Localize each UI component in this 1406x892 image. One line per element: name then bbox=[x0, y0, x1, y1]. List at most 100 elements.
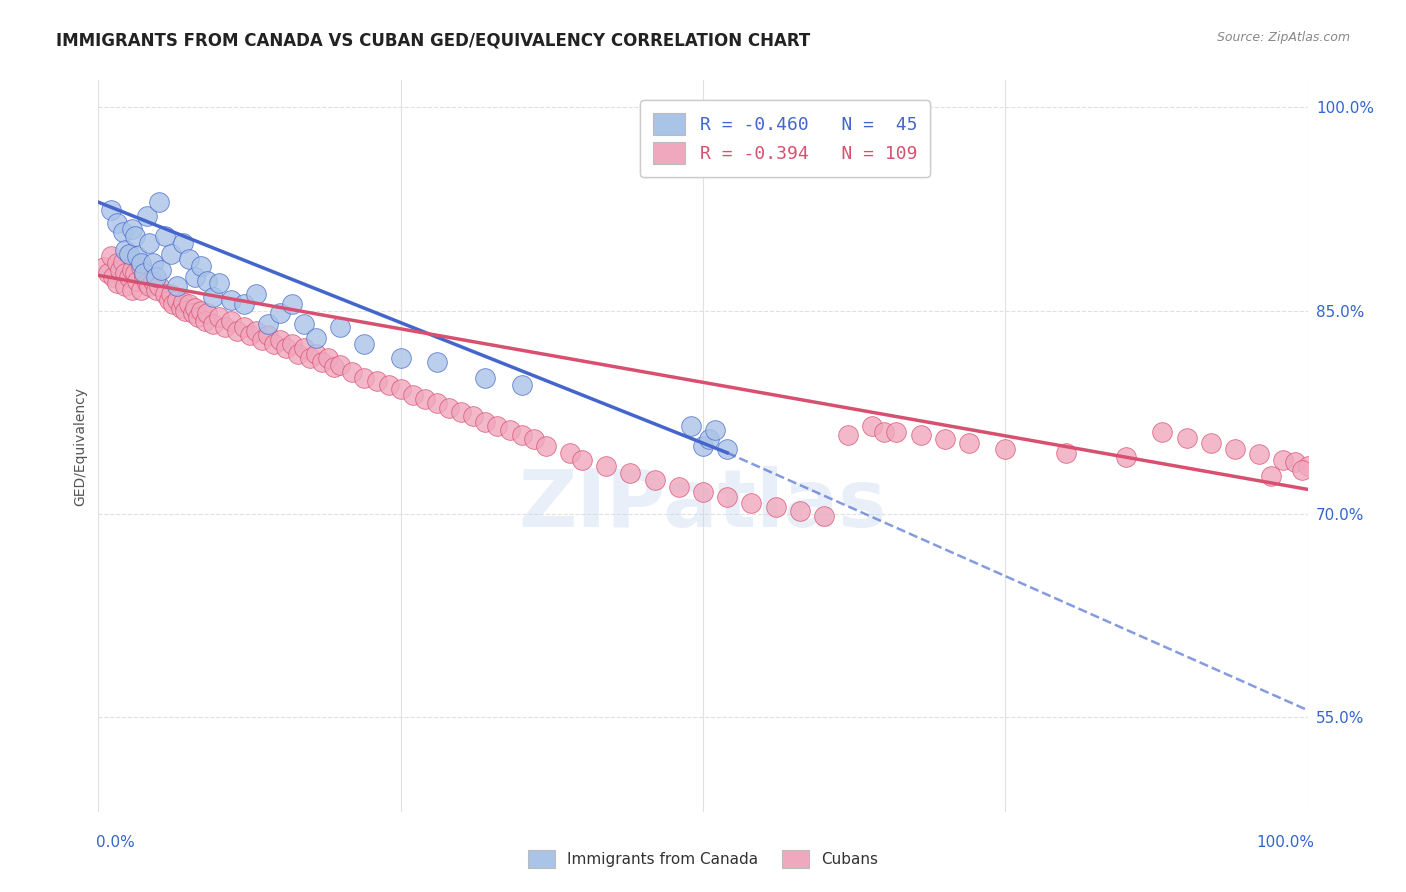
Point bbox=[118, 246, 141, 260]
Point bbox=[523, 432, 546, 446]
Point bbox=[1223, 442, 1246, 456]
Point bbox=[311, 355, 333, 369]
Point bbox=[145, 283, 167, 297]
Point bbox=[148, 279, 170, 293]
Point bbox=[202, 290, 225, 304]
Point bbox=[245, 287, 267, 301]
Point bbox=[172, 295, 194, 310]
Point bbox=[129, 260, 152, 275]
Point bbox=[389, 382, 412, 396]
Point bbox=[138, 235, 160, 250]
Point bbox=[498, 423, 520, 437]
Point bbox=[305, 331, 328, 345]
Point bbox=[305, 347, 328, 361]
Point bbox=[510, 378, 533, 392]
Point bbox=[190, 303, 212, 318]
Point bbox=[221, 314, 243, 328]
Point bbox=[174, 303, 197, 318]
Point bbox=[450, 405, 472, 419]
Point bbox=[1175, 431, 1198, 445]
Point bbox=[172, 235, 194, 250]
Point bbox=[195, 274, 218, 288]
Point bbox=[994, 442, 1017, 456]
Point bbox=[281, 297, 304, 311]
Point bbox=[765, 500, 787, 514]
Point bbox=[389, 351, 412, 365]
Point bbox=[886, 425, 908, 440]
Point bbox=[1115, 450, 1137, 464]
Point bbox=[142, 274, 165, 288]
Point bbox=[153, 229, 176, 244]
Point bbox=[679, 418, 702, 433]
Point bbox=[232, 319, 254, 334]
Point bbox=[668, 480, 690, 494]
Point bbox=[97, 266, 120, 280]
Point bbox=[105, 277, 128, 291]
Point bbox=[121, 283, 143, 297]
Point bbox=[202, 317, 225, 331]
Point bbox=[127, 274, 149, 288]
Point bbox=[1296, 459, 1319, 474]
Point bbox=[413, 392, 436, 406]
Point bbox=[463, 409, 485, 424]
Point bbox=[366, 374, 388, 388]
Point bbox=[789, 504, 811, 518]
Point bbox=[114, 266, 136, 280]
Point bbox=[1249, 447, 1271, 461]
Point bbox=[323, 360, 346, 375]
Point bbox=[269, 306, 291, 320]
Point bbox=[101, 269, 124, 284]
Point bbox=[150, 263, 173, 277]
Text: ZIPatlas: ZIPatlas bbox=[519, 466, 887, 543]
Point bbox=[281, 337, 304, 351]
Legend: R = -0.460   N =  45, R = -0.394   N = 109: R = -0.460 N = 45, R = -0.394 N = 109 bbox=[640, 100, 929, 177]
Point bbox=[860, 418, 883, 433]
Point bbox=[1291, 463, 1313, 477]
Point bbox=[118, 246, 141, 260]
Point bbox=[934, 432, 956, 446]
Point bbox=[166, 293, 188, 307]
Point bbox=[534, 439, 557, 453]
Point bbox=[692, 485, 714, 500]
Point bbox=[148, 195, 170, 210]
Point bbox=[129, 283, 152, 297]
Point bbox=[402, 387, 425, 401]
Point bbox=[619, 466, 641, 480]
Point bbox=[342, 364, 364, 378]
Point bbox=[127, 249, 149, 263]
Point bbox=[716, 491, 738, 505]
Point bbox=[704, 423, 727, 437]
Point bbox=[644, 473, 666, 487]
Point bbox=[692, 439, 714, 453]
Point bbox=[221, 293, 243, 307]
Point bbox=[135, 277, 157, 291]
Point bbox=[837, 428, 859, 442]
Point bbox=[474, 415, 496, 429]
Text: IMMIGRANTS FROM CANADA VS CUBAN GED/EQUIVALENCY CORRELATION CHART: IMMIGRANTS FROM CANADA VS CUBAN GED/EQUI… bbox=[56, 31, 810, 49]
Point bbox=[138, 279, 160, 293]
Point bbox=[813, 509, 835, 524]
Point bbox=[245, 324, 267, 338]
Point bbox=[329, 358, 352, 372]
Point bbox=[474, 371, 496, 385]
Point bbox=[160, 287, 183, 301]
Point bbox=[179, 297, 201, 311]
Point bbox=[299, 351, 322, 365]
Point bbox=[134, 266, 156, 280]
Point bbox=[111, 254, 134, 268]
Point bbox=[162, 297, 184, 311]
Point bbox=[287, 347, 309, 361]
Point bbox=[214, 319, 236, 334]
Point bbox=[957, 436, 980, 450]
Point bbox=[124, 266, 146, 280]
Point bbox=[486, 418, 509, 433]
Point bbox=[226, 324, 249, 338]
Point bbox=[108, 263, 131, 277]
Point bbox=[1054, 446, 1077, 460]
Point bbox=[873, 425, 896, 440]
Point bbox=[118, 269, 141, 284]
Point bbox=[1260, 468, 1282, 483]
Point bbox=[135, 209, 157, 223]
Point bbox=[426, 395, 449, 409]
Text: Source: ZipAtlas.com: Source: ZipAtlas.com bbox=[1216, 31, 1350, 45]
